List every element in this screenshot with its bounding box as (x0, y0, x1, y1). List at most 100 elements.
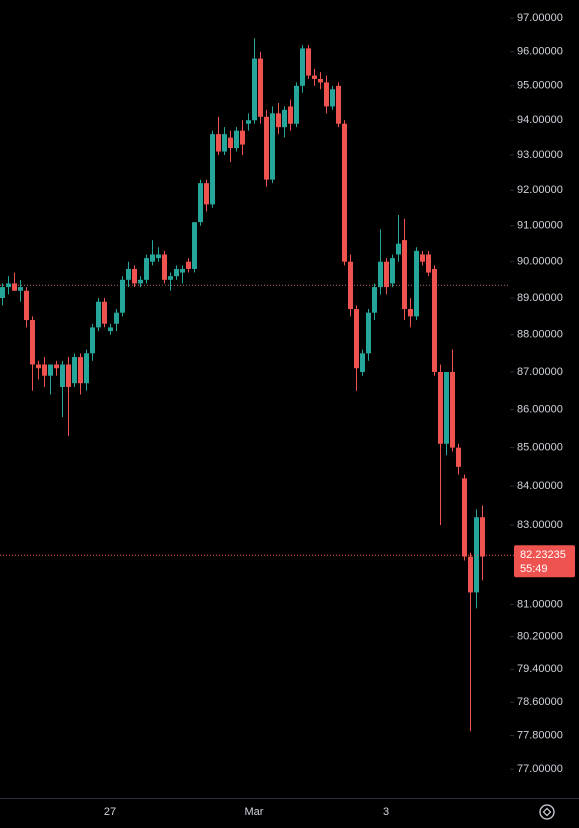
candle-body (126, 268, 131, 280)
candle-body (264, 116, 269, 180)
candle-body (432, 268, 437, 372)
y-tick-label: 78.60000 (517, 696, 563, 708)
candle-body (456, 447, 461, 467)
candle-body (66, 364, 71, 387)
candle-body (462, 478, 467, 557)
candle-body (18, 287, 23, 291)
candle-body (306, 48, 311, 76)
countdown-label: 55:49 (520, 563, 548, 575)
candle-body (360, 353, 365, 372)
y-tick-label: 86.00000 (517, 403, 563, 415)
candle-body (420, 254, 425, 262)
candle-body (282, 109, 287, 128)
candle-body (228, 137, 233, 149)
candle-body (60, 364, 65, 387)
candle-body (12, 283, 17, 291)
candle-body (378, 261, 383, 288)
candle-body (372, 287, 377, 313)
y-tick-label: 92.00000 (517, 184, 563, 196)
candle-body (156, 254, 161, 259)
candle-body (234, 130, 239, 149)
candle-body (198, 183, 203, 223)
candle-body (336, 85, 341, 124)
candle-body (6, 283, 11, 288)
candle-body (342, 123, 347, 262)
candle-body (0, 287, 5, 299)
candle-body (366, 312, 371, 354)
y-tick-label: 85.00000 (517, 442, 563, 454)
candle-body (174, 268, 179, 277)
candle-body (150, 254, 155, 262)
candle-body (390, 258, 395, 284)
candle-body (312, 75, 317, 79)
candle-body (78, 357, 83, 384)
candle-body (84, 353, 89, 384)
candle-body (240, 130, 245, 145)
y-tick-label: 97.00000 (517, 12, 563, 24)
candle-body (72, 357, 77, 384)
candle-body (54, 364, 59, 369)
candle-body (324, 82, 329, 107)
candle-body (270, 113, 275, 180)
candle-body (30, 320, 35, 365)
y-tick-label: 90.00000 (517, 256, 563, 268)
x-tick-label: 3 (383, 806, 389, 818)
candle-body (144, 258, 149, 280)
candle-body (354, 309, 359, 369)
y-tick-label: 91.00000 (517, 220, 563, 232)
settings-icon[interactable] (539, 804, 555, 820)
y-tick-label: 83.00000 (517, 519, 563, 531)
y-tick-label: 77.80000 (517, 729, 563, 741)
candle-body (138, 279, 143, 284)
y-tick-label: 80.20000 (517, 631, 563, 643)
candle-body (300, 48, 305, 86)
candle-body (36, 364, 41, 369)
candle-body (468, 556, 473, 593)
candle-body (96, 301, 101, 328)
x-tick-label: 27 (104, 806, 116, 818)
y-tick-label: 81.00000 (517, 598, 563, 610)
candle-body (444, 371, 449, 444)
candle-body (438, 371, 443, 444)
candle-body (204, 183, 209, 205)
candle-body (162, 254, 167, 280)
y-tick-label: 79.40000 (517, 663, 563, 675)
candle-body (210, 134, 215, 205)
y-tick-label: 77.00000 (517, 763, 563, 775)
candle-body (318, 78, 323, 83)
candle-body (258, 58, 263, 117)
candle-body (384, 261, 389, 288)
y-tick-label: 95.00000 (517, 80, 563, 92)
candle-body (108, 327, 113, 332)
candle-body (132, 268, 137, 284)
y-tick-label: 93.00000 (517, 149, 563, 161)
candle-body (24, 290, 29, 321)
y-tick-label: 96.00000 (517, 46, 563, 58)
candle-body (246, 120, 251, 124)
candle-body (408, 309, 413, 317)
candle-body (114, 312, 119, 324)
y-tick-label: 84.00000 (517, 480, 563, 492)
candle-body (294, 85, 299, 124)
y-tick-label: 88.00000 (517, 329, 563, 341)
settings-ring (539, 804, 555, 820)
candle-body (252, 58, 257, 121)
x-tick-label: Mar (245, 806, 264, 818)
candle-body (216, 134, 221, 152)
settings-glyph (542, 807, 552, 817)
candle-body (276, 113, 281, 128)
candle-body (192, 222, 197, 269)
candle-body (288, 106, 293, 124)
candle-body (42, 364, 47, 376)
candle-body (474, 517, 479, 593)
candle-body (186, 261, 191, 269)
y-tick-label: 89.00000 (517, 292, 563, 304)
candle-body (180, 268, 185, 273)
candle-body (450, 371, 455, 448)
candle-body (480, 517, 485, 557)
candle-body (426, 254, 431, 273)
current-price-badge (514, 545, 575, 578)
